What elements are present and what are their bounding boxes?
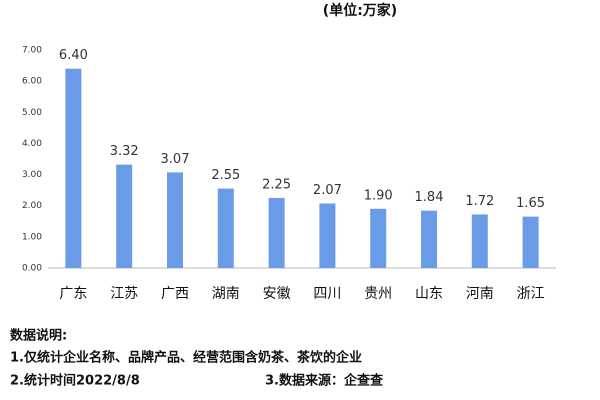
x-tick-label: 江苏	[110, 286, 138, 302]
value-label: 3.32	[110, 144, 139, 159]
bar	[65, 68, 82, 268]
bar	[522, 216, 539, 268]
y-tick-label: 0.00	[22, 264, 42, 274]
y-tick-label: 3.00	[22, 170, 42, 180]
value-label: 1.72	[465, 194, 494, 209]
note-item: 2.统计时间2022/8/8	[10, 373, 140, 389]
y-tick-label: 1.00	[22, 232, 42, 242]
x-tick-label: 广东	[59, 286, 87, 302]
value-label: 1.84	[415, 190, 444, 205]
value-label: 2.25	[262, 177, 291, 192]
x-tick-label: 山东	[415, 286, 443, 302]
y-tick-label: 4.00	[22, 139, 42, 149]
note-item: 3.数据来源：企查查	[265, 373, 384, 389]
y-tick-label: 7.00	[22, 46, 42, 56]
x-tick-label: 河南	[466, 286, 494, 302]
y-tick-label: 5.00	[22, 108, 42, 118]
value-label: 3.07	[161, 152, 190, 167]
bar	[217, 188, 234, 268]
note-item: 1.仅统计企业名称、品牌产品、经营范围含奶茶、茶饮的企业	[10, 350, 362, 366]
bar	[471, 214, 488, 268]
value-label: 1.90	[364, 188, 393, 203]
x-tick-label: 湖南	[212, 286, 240, 302]
x-tick-label: 浙江	[517, 286, 545, 302]
x-tick-label: 贵州	[364, 286, 392, 302]
y-tick-label: 2.00	[22, 201, 42, 211]
bar	[421, 210, 437, 268]
value-label: 1.65	[516, 196, 545, 211]
x-tick-label: 安徽	[263, 286, 291, 302]
value-label: 2.55	[211, 168, 240, 183]
value-label: 6.40	[59, 48, 88, 63]
bar	[268, 197, 285, 268]
chart-subtitle: (单位:万家)	[323, 2, 397, 19]
y-tick-label: 6.00	[22, 77, 42, 87]
x-tick-label: 四川	[313, 286, 341, 302]
notes-heading: 数据说明:	[10, 328, 67, 344]
value-label: 2.07	[313, 183, 342, 198]
bar	[116, 164, 133, 268]
bar	[319, 203, 336, 268]
bar	[370, 208, 387, 268]
x-tick-label: 广西	[161, 286, 189, 302]
bar	[167, 172, 183, 268]
